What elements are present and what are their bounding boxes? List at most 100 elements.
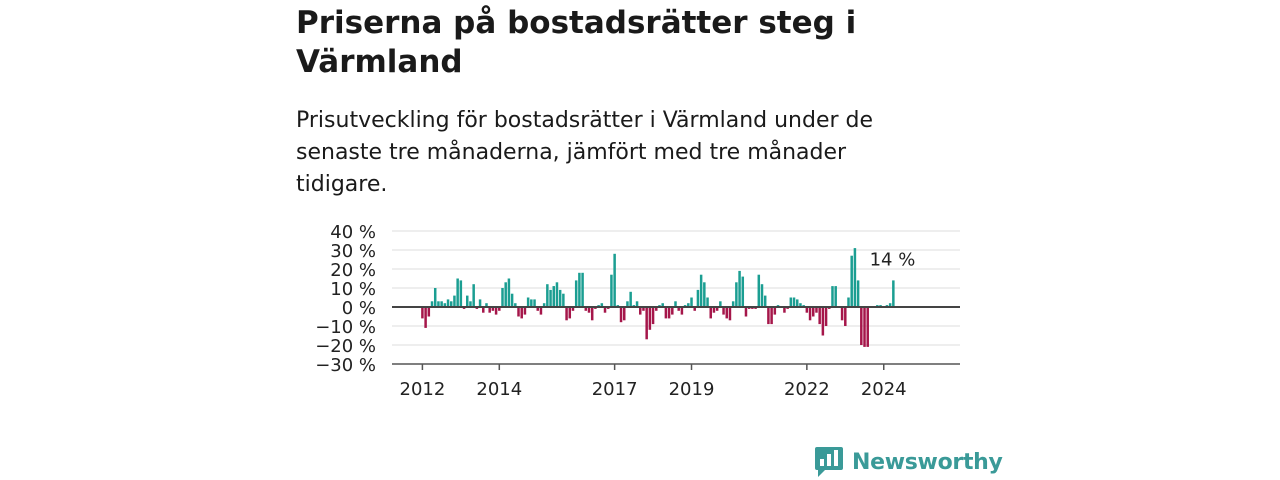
bar — [863, 307, 866, 347]
bar — [443, 303, 447, 307]
y-tick-label: 40 % — [330, 222, 376, 243]
y-tick-label: −10 % — [315, 317, 376, 338]
bar — [892, 280, 895, 307]
bar — [680, 307, 684, 315]
bar — [622, 307, 626, 321]
bar — [722, 307, 725, 315]
bar — [735, 282, 738, 307]
bar — [799, 303, 802, 307]
bar — [760, 284, 764, 307]
tick-labels: −30 %−20 %−10 %0 %10 %20 %30 %40 % 2012 20… — [315, 222, 915, 400]
bar — [773, 307, 777, 315]
bar — [578, 272, 581, 307]
bar — [629, 291, 632, 307]
chart-headline: Priserna på bostadsrätter steg i Värmlan… — [296, 5, 857, 80]
bar — [584, 307, 588, 311]
bar — [709, 307, 712, 319]
x-tick-label: 2012 — [400, 379, 446, 400]
bar — [613, 253, 616, 307]
bar — [671, 307, 674, 315]
bar — [792, 297, 796, 307]
bar — [853, 248, 857, 307]
bar — [725, 307, 729, 319]
bar — [847, 297, 850, 307]
bar — [805, 307, 809, 313]
bar — [478, 299, 482, 307]
bar — [530, 299, 533, 307]
x-tick-label: 2022 — [784, 379, 830, 400]
bar — [510, 293, 514, 307]
bar — [728, 307, 732, 321]
bar — [491, 307, 495, 311]
y-tick-label: 30 % — [330, 241, 376, 262]
bar — [770, 307, 773, 325]
bar — [485, 303, 488, 307]
bar — [866, 307, 869, 347]
bar — [427, 307, 431, 317]
x-tick-label: 2019 — [669, 379, 715, 400]
bar — [469, 301, 472, 307]
bar — [501, 288, 504, 307]
bar — [850, 255, 853, 307]
bar — [674, 301, 677, 307]
bar — [517, 307, 520, 317]
bar — [542, 303, 546, 307]
bar — [619, 307, 623, 323]
bar — [731, 301, 735, 307]
bar — [744, 307, 748, 317]
chart-subtitle: Prisutveckling för bostadsrätter i Värml… — [296, 108, 874, 197]
bar — [603, 307, 607, 313]
bar — [789, 297, 793, 307]
bar — [565, 307, 568, 321]
bar — [763, 295, 767, 307]
bar — [815, 307, 818, 313]
bar — [459, 280, 463, 307]
bar — [482, 307, 485, 313]
x-tick-label: 2017 — [592, 379, 638, 400]
bar — [507, 278, 511, 307]
newsworthy-logo: Newsworthy — [814, 446, 1003, 478]
bar — [645, 307, 648, 340]
bar — [715, 307, 719, 311]
bar — [488, 307, 491, 313]
bar — [449, 301, 453, 307]
bar — [687, 303, 690, 307]
y-tick-label: −20 % — [315, 336, 376, 357]
bar — [696, 289, 700, 307]
bar — [446, 299, 450, 307]
bar — [590, 307, 594, 321]
bar — [494, 307, 498, 315]
bar — [424, 307, 427, 328]
bar — [642, 307, 645, 311]
bar — [812, 307, 815, 317]
newsworthy-logo-icon — [815, 447, 843, 477]
bar — [514, 303, 517, 307]
bar — [421, 307, 424, 319]
last-value-label: 14 % — [870, 249, 916, 270]
bar — [504, 282, 507, 307]
bar — [783, 307, 786, 313]
bars — [421, 248, 895, 347]
bar — [757, 274, 761, 307]
bar — [498, 307, 501, 311]
bar — [703, 282, 706, 307]
bar — [466, 295, 469, 307]
bar — [818, 307, 821, 325]
bar — [453, 295, 456, 307]
bar — [526, 297, 530, 307]
bar — [738, 270, 741, 307]
bar — [655, 307, 658, 311]
bar — [600, 303, 604, 307]
bar — [571, 307, 575, 311]
bar — [555, 282, 559, 307]
y-tick-label: −30 % — [315, 355, 376, 376]
bar — [719, 301, 722, 307]
bar — [860, 307, 863, 345]
bar — [437, 301, 440, 307]
bar — [536, 307, 539, 311]
bar — [581, 272, 584, 307]
bar — [558, 289, 562, 307]
bar — [821, 307, 825, 336]
bar — [677, 307, 680, 311]
bar — [856, 280, 860, 307]
